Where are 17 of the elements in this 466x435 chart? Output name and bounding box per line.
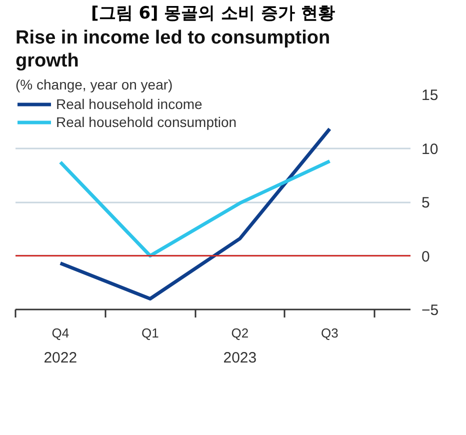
x-tick-label: Q2 xyxy=(231,326,249,340)
y-tick-label: 5 xyxy=(422,194,430,212)
text: 2023 xyxy=(223,350,257,366)
x-tick-label: Q4 xyxy=(52,326,70,340)
y-tick-label: 15 xyxy=(422,87,438,104)
chart-title: [그림 6] 몽골의 소비 증가 현황 xyxy=(91,4,335,24)
legend-label: Real household consumption xyxy=(56,114,237,130)
chart-subtitle: Rise in income led to consumption growth xyxy=(16,27,330,72)
x-tick-label: Q3 xyxy=(321,326,338,340)
x-tick-label: Q1 xyxy=(141,326,159,340)
line-series xyxy=(58,159,332,258)
y-tick-label: 0 xyxy=(422,248,430,266)
y-axis-title: (% change, year on year) xyxy=(16,76,173,92)
text: 2022 xyxy=(44,350,78,366)
y-tick-label: −5 xyxy=(422,302,439,319)
y-tick-label: 10 xyxy=(422,140,438,158)
legend-label: Real household income xyxy=(56,96,202,112)
